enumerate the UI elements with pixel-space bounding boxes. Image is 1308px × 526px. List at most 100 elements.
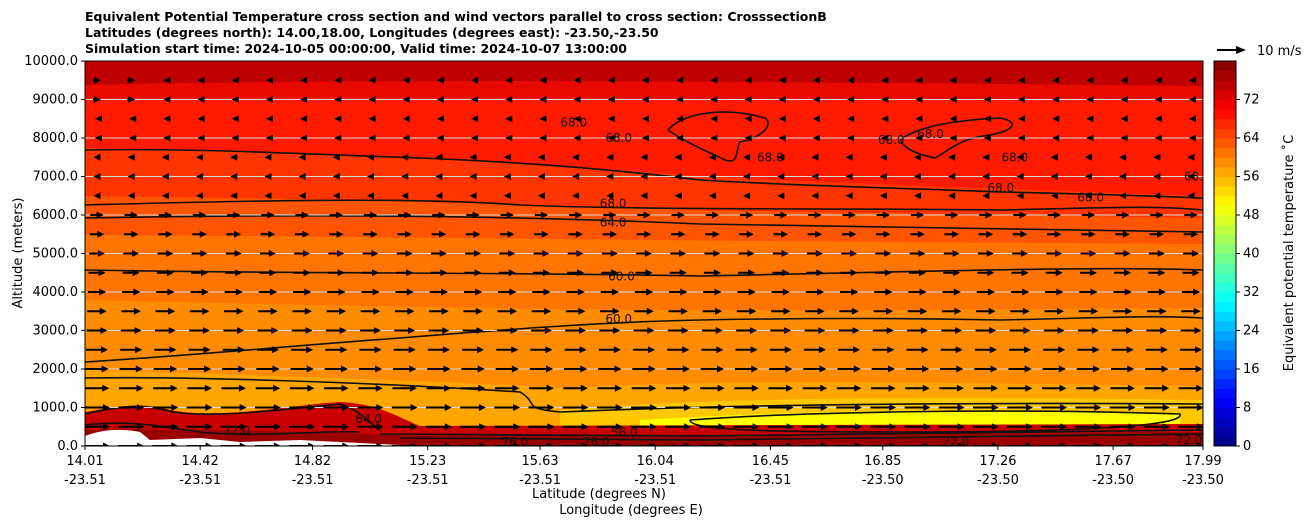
wind-vector [743, 153, 751, 161]
wind-vector [334, 134, 342, 142]
wind-vector [836, 442, 863, 446]
wind-vector [744, 115, 752, 123]
wind-vector [158, 230, 173, 238]
wind-vector [676, 115, 684, 123]
wind-vector [1187, 192, 1195, 200]
wind-vector [258, 288, 278, 296]
colorbar-step [1214, 359, 1236, 370]
wind-vector [1050, 153, 1058, 161]
wind-vector [503, 153, 511, 161]
wind-vector [1042, 384, 1067, 392]
y-tick-label: 8000.0 [33, 131, 79, 146]
y-tick-label: 6000.0 [33, 208, 79, 223]
wind-vector [152, 423, 179, 431]
wind-vector [596, 404, 623, 411]
contour-lines [85, 111, 1203, 441]
wind-vector [436, 96, 444, 103]
wind-vector [778, 96, 786, 103]
wind-vector [838, 346, 861, 354]
wind-vector [1153, 173, 1161, 180]
wind-vector [324, 365, 348, 373]
x-tick-lon-label: -23.50 [1182, 473, 1224, 488]
wind-vector [255, 384, 281, 392]
wind-vector [93, 76, 101, 84]
wind-vector [568, 230, 583, 238]
wind-vector [231, 76, 239, 84]
wind-vector [777, 192, 785, 200]
wind-vector [771, 307, 791, 315]
wind-vector [358, 384, 383, 392]
colorbar-step [1214, 426, 1236, 437]
wind-vector [802, 404, 828, 411]
wind-vector [1178, 423, 1203, 431]
wind-vector [291, 327, 313, 334]
wind-vector [1116, 211, 1130, 219]
wind-vector [534, 211, 549, 219]
wind-vector [197, 96, 205, 103]
colorbar-step [1214, 186, 1236, 197]
wind-vector [265, 115, 273, 123]
y-tick-label: 1000.0 [33, 401, 79, 416]
wind-vector [978, 230, 994, 238]
wind-vector [979, 211, 993, 219]
wind-vector [601, 250, 618, 257]
quiver-key-arrow-head [1236, 46, 1246, 54]
wind-vector [1011, 269, 1029, 277]
wind-vector [95, 115, 102, 123]
x-tick-lon-label: -23.51 [407, 473, 449, 488]
wind-vector [909, 250, 926, 257]
wind-vector [429, 288, 448, 296]
wind-vector [841, 250, 857, 257]
wind-vector [840, 269, 858, 277]
wind-vector [674, 192, 682, 200]
colorbar-tick-label: 48 [1243, 208, 1260, 223]
wind-vector [188, 346, 211, 354]
wind-vector [633, 346, 655, 354]
wind-vector [357, 442, 384, 446]
wind-vector [495, 365, 519, 373]
wind-vector [435, 153, 443, 161]
wind-vector [665, 404, 692, 411]
wind-vector [427, 365, 451, 373]
wind-vector [565, 327, 586, 334]
wind-vector [163, 76, 171, 84]
wind-vector [1109, 404, 1136, 411]
wind-vector [118, 442, 145, 446]
wind-vector [983, 134, 991, 142]
colorbar-tick-label: 32 [1243, 285, 1260, 300]
wind-vector [701, 346, 724, 354]
wind-vector [152, 404, 179, 411]
wind-vector [699, 423, 726, 431]
contour-72-surface [85, 422, 361, 436]
wind-vector [640, 173, 648, 180]
wind-vector [876, 230, 891, 238]
colorbar-step [1214, 330, 1236, 341]
wind-vector [949, 115, 957, 123]
wind-vector [1077, 346, 1100, 354]
wind-vector [298, 153, 306, 161]
wind-vector [391, 442, 418, 446]
wind-vector [1012, 250, 1028, 257]
contour-surface-2 [399, 433, 1203, 441]
contour-label: 72.0 [223, 424, 250, 438]
wind-vector [85, 365, 109, 373]
wind-vector [225, 250, 242, 257]
wind-vector [676, 76, 684, 84]
wind-vector [1086, 134, 1094, 142]
colorbar-step [1214, 369, 1236, 380]
wind-vector [733, 442, 760, 446]
wind-vector [1181, 307, 1201, 315]
colorbar-step [1214, 407, 1236, 418]
wind-vector [528, 442, 555, 446]
wind-vector [982, 192, 990, 200]
wind-vector [942, 288, 961, 296]
wind-vector [976, 288, 995, 296]
wind-vector [436, 76, 444, 84]
wind-vector [805, 307, 825, 315]
wind-vector [187, 384, 212, 392]
wind-vector [90, 211, 104, 219]
colorbar-step [1214, 388, 1236, 399]
wind-vector [1075, 442, 1102, 446]
wind-vector [505, 134, 513, 142]
colorbar-step [1214, 224, 1236, 235]
